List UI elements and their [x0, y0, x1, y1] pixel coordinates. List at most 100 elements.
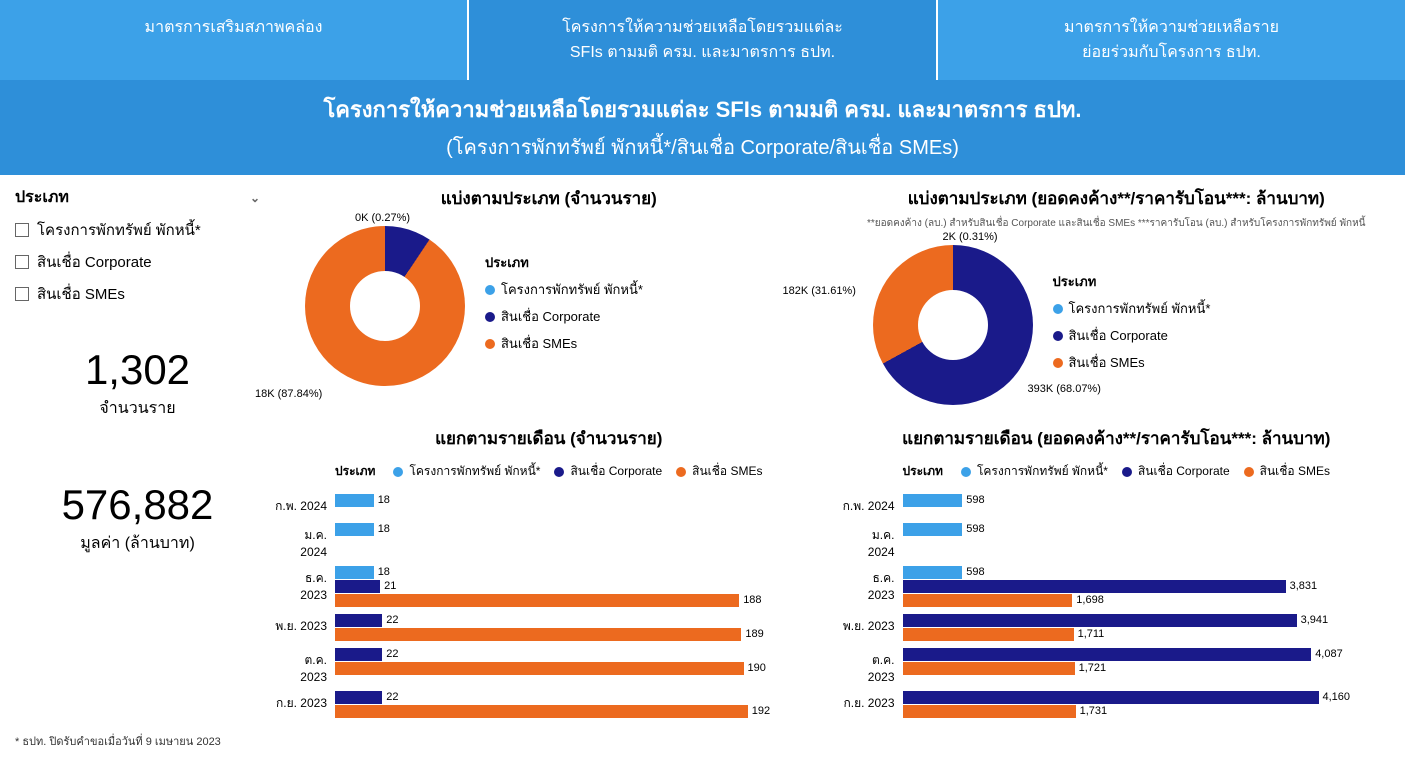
- bar-row: ต.ค. 20234,0871,721: [843, 647, 1391, 684]
- legend-dot: [1053, 304, 1063, 314]
- legend-item[interactable]: สินเชื่อ Corporate: [1053, 325, 1211, 346]
- bar-stack: 18: [335, 522, 823, 536]
- checkbox-icon: [15, 255, 29, 269]
- legend-item[interactable]: โครงการพักทรัพย์ พักหนี้*: [393, 462, 540, 481]
- donut-chart-value[interactable]: แบ่งตามประเภท (ยอดคงค้าง**/ราคารับโอน***…: [843, 185, 1391, 415]
- bar-value-label: 18: [378, 523, 390, 535]
- tab-bar: มาตรการเสริมสภาพคล่อง โครงการให้ความช่วย…: [0, 0, 1405, 80]
- bar-segment[interactable]: [335, 691, 382, 704]
- bar-value-label: 598: [966, 494, 984, 506]
- bar-row: ม.ค. 2024598: [843, 522, 1391, 559]
- donut-chart-count[interactable]: แบ่งตามประเภท (จำนวนราย) 0K (0.27%) 18K …: [275, 185, 823, 415]
- filter-item-0[interactable]: โครงการพักทรัพย์ พักหนี้*: [15, 218, 260, 242]
- filter-item-2[interactable]: สินเชื่อ SMEs: [15, 282, 260, 306]
- bar-segment[interactable]: [335, 648, 382, 661]
- bar-row: ธ.ค. 20231821188: [275, 565, 823, 607]
- bar-value-label: 22: [386, 614, 398, 626]
- bar-month-label: ธ.ค. 2023: [275, 565, 335, 602]
- bar-segment[interactable]: [335, 523, 374, 536]
- bar-month-label: ม.ค. 2024: [843, 522, 903, 559]
- bar-chart-value[interactable]: แยกตามรายเดือน (ยอดคงค้าง**/ราคารับโอน**…: [843, 425, 1391, 724]
- bar-value-label: 4,160: [1323, 691, 1351, 703]
- legend-item[interactable]: สินเชื่อ SMEs: [1244, 462, 1330, 481]
- legend-dot: [485, 312, 495, 322]
- legend-dot: [1053, 358, 1063, 368]
- legend-item[interactable]: สินเชื่อ Corporate: [1122, 462, 1230, 481]
- bar-segment[interactable]: [903, 594, 1073, 607]
- tab-retail-measures[interactable]: มาตรการให้ความช่วยเหลือราย ย่อยร่วมกับโค…: [936, 0, 1405, 80]
- bar-stack: 22189: [335, 613, 823, 641]
- legend-dot: [393, 467, 403, 477]
- legend-item[interactable]: สินเชื่อ Corporate: [554, 462, 662, 481]
- bar-segment[interactable]: [903, 523, 963, 536]
- legend-top: ประเภท โครงการพักทรัพย์ พักหนี้* สินเชื่…: [275, 456, 823, 487]
- bar-value-label: 1,721: [1079, 662, 1107, 674]
- bar-value-label: 188: [743, 594, 761, 606]
- bar-value-label: 22: [386, 648, 398, 660]
- bar-row: ธ.ค. 20235983,8311,698: [843, 565, 1391, 607]
- bar-stack: 598: [903, 493, 1391, 507]
- legend-item[interactable]: สินเชื่อ SMEs: [485, 333, 643, 354]
- bar-segment[interactable]: [903, 648, 1312, 661]
- bar-month-label: ก.ย. 2023: [843, 690, 903, 713]
- bar-segment[interactable]: [903, 705, 1076, 718]
- checkbox-icon: [15, 287, 29, 301]
- legend-item[interactable]: โครงการพักทรัพย์ พักหนี้*: [485, 279, 643, 300]
- bar-value-label: 190: [748, 662, 766, 674]
- bar-row: ก.พ. 202418: [275, 493, 823, 516]
- donut-label-top: 0K (0.27%): [355, 212, 410, 224]
- filter-title: ประเภท: [15, 185, 69, 210]
- tab-liquidity[interactable]: มาตรการเสริมสภาพคล่อง: [0, 0, 467, 80]
- donut-label-right: 393K (68.07%): [1028, 383, 1101, 395]
- legend-item[interactable]: สินเชื่อ SMEs: [1053, 352, 1211, 373]
- legend-dot: [485, 339, 495, 349]
- bar-value-label: 3,831: [1290, 580, 1318, 592]
- title-line2: (โครงการพักทรัพย์ พักหนี้*/สินเชื่อ Corp…: [0, 131, 1405, 163]
- legend-item[interactable]: สินเชื่อ Corporate: [485, 306, 643, 327]
- bar-segment[interactable]: [335, 494, 374, 507]
- bar-month-label: พ.ย. 2023: [843, 613, 903, 636]
- bar-row: ก.พ. 2024598: [843, 493, 1391, 516]
- bar-segment[interactable]: [335, 594, 739, 607]
- legend-item[interactable]: สินเชื่อ SMEs: [676, 462, 762, 481]
- filter-header[interactable]: ประเภท ⌄: [15, 185, 260, 210]
- kpi-value: 576,882 มูลค่า (ล้านบาท): [15, 481, 260, 556]
- kpi-count: 1,302 จำนวนราย: [15, 346, 260, 421]
- bar-month-label: ธ.ค. 2023: [843, 565, 903, 602]
- kpi-value-label: มูลค่า (ล้านบาท): [15, 531, 260, 556]
- bar-segment[interactable]: [903, 628, 1074, 641]
- legend-dot: [1244, 467, 1254, 477]
- bar-area: ก.พ. 2024598ม.ค. 2024598ธ.ค. 20235983,83…: [843, 493, 1391, 718]
- chart-subtitle: **ยอดคงค้าง (ลบ.) สำหรับสินเชื่อ Corpora…: [843, 216, 1391, 231]
- bar-segment[interactable]: [335, 580, 380, 593]
- donut-label-bottom: 18K (87.84%): [255, 388, 322, 400]
- bar-segment[interactable]: [903, 566, 963, 579]
- chart-title: แบ่งตามประเภท (จำนวนราย): [275, 185, 823, 212]
- bar-segment[interactable]: [903, 662, 1075, 675]
- bar-segment[interactable]: [335, 705, 748, 718]
- tab-sfi-projects[interactable]: โครงการให้ความช่วยเหลือโดยรวมแต่ละ SFIs …: [467, 0, 936, 80]
- bar-segment[interactable]: [335, 566, 374, 579]
- donut-hole: [350, 271, 420, 341]
- sidebar: ประเภท ⌄ โครงการพักทรัพย์ พักหนี้* สินเช…: [15, 185, 275, 724]
- bar-row: พ.ย. 202322189: [275, 613, 823, 641]
- legend-dot: [1053, 331, 1063, 341]
- bar-chart-count[interactable]: แยกตามรายเดือน (จำนวนราย) ประเภท โครงการ…: [275, 425, 823, 724]
- bar-segment[interactable]: [903, 691, 1319, 704]
- bar-value-label: 1,731: [1080, 705, 1108, 717]
- legend-item[interactable]: โครงการพักทรัพย์ พักหนี้*: [961, 462, 1108, 481]
- bar-segment[interactable]: [335, 662, 744, 675]
- bar-segment[interactable]: [903, 580, 1286, 593]
- bar-segment[interactable]: [335, 614, 382, 627]
- bar-stack: 4,160 1,731: [903, 690, 1391, 718]
- bar-value-label: 192: [752, 705, 770, 717]
- bar-segment[interactable]: [903, 614, 1297, 627]
- filter-item-1[interactable]: สินเชื่อ Corporate: [15, 250, 260, 274]
- bar-segment[interactable]: [335, 628, 741, 641]
- legend: ประเภท โครงการพักทรัพย์ พักหนี้* สินเชื่…: [1053, 271, 1211, 379]
- legend-item[interactable]: โครงการพักทรัพย์ พักหนี้*: [1053, 298, 1211, 319]
- bar-stack: 1821188: [335, 565, 823, 607]
- legend-top: ประเภท โครงการพักทรัพย์ พักหนี้* สินเชื่…: [843, 456, 1391, 487]
- bar-segment[interactable]: [903, 494, 963, 507]
- bar-month-label: ก.พ. 2024: [275, 493, 335, 516]
